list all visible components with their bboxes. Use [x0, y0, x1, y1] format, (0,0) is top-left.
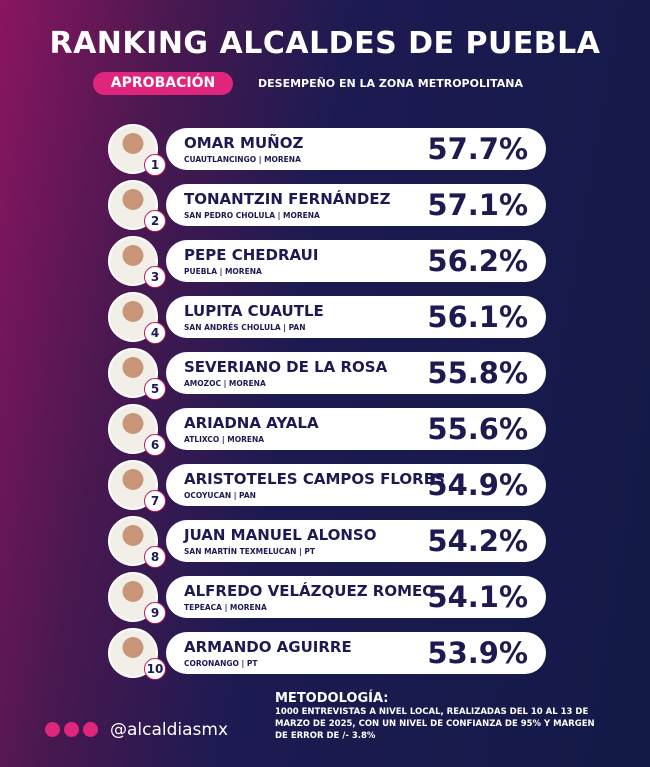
- name: JUAN MANUEL ALONSO: [184, 526, 377, 544]
- name: ALFREDO VELÁZQUEZ ROMEO: [184, 582, 436, 600]
- name: ARISTOTELES CAMPOS FLORES: [184, 470, 445, 488]
- ranking-row: TONANTZIN FERNÁNDEZ SAN PEDRO CHOLULA | M…: [108, 180, 548, 232]
- ranking-row: JUAN MANUEL ALONSO SAN MARTÍN TEXMELUCAN …: [108, 516, 548, 568]
- location-party: SAN MARTÍN TEXMELUCAN | PT: [184, 547, 315, 556]
- location-party: PUEBLA | MORENA: [184, 267, 262, 276]
- rank-badge: 5: [144, 378, 166, 400]
- location-party: OCOYUCAN | PAN: [184, 491, 256, 500]
- ranking-row: SEVERIANO DE LA ROSA AMOZOC | MORENA 55.8%…: [108, 348, 548, 400]
- ranking-row: ARISTOTELES CAMPOS FLORES OCOYUCAN | PAN 5…: [108, 460, 548, 512]
- card: ARISTOTELES CAMPOS FLORES OCOYUCAN | PAN 5…: [166, 464, 546, 506]
- card: PEPE CHEDRAUI PUEBLA | MORENA 56.2%: [166, 240, 546, 282]
- card: SEVERIANO DE LA ROSA AMOZOC | MORENA 55.8%: [166, 352, 546, 394]
- rank-badge: 4: [144, 322, 166, 344]
- approval: 54.2%: [427, 524, 528, 558]
- ranking-row: ALFREDO VELÁZQUEZ ROMEO TEPEACA | MORENA 5…: [108, 572, 548, 624]
- approval: 57.7%: [427, 132, 528, 166]
- rank-badge: 9: [144, 602, 166, 624]
- instagram-icon[interactable]: [64, 722, 79, 737]
- name: OMAR MUÑOZ: [184, 134, 304, 152]
- rank-badge: 6: [144, 434, 166, 456]
- location-party: TEPEACA | MORENA: [184, 603, 267, 612]
- name: ARMANDO AGUIRRE: [184, 638, 352, 656]
- card: ARIADNA AYALA ATLIXCO | MORENA 55.6%: [166, 408, 546, 450]
- name: SEVERIANO DE LA ROSA: [184, 358, 388, 376]
- methodology: 1000 ENTREVISTAS A NIVEL LOCAL, REALIZAD…: [275, 707, 595, 741]
- location-party: ATLIXCO | MORENA: [184, 435, 265, 444]
- location-party: AMOZOC | MORENA: [184, 379, 266, 388]
- rank-badge: 1: [144, 154, 166, 176]
- location-party: CORONANGO | PT: [184, 659, 258, 668]
- approval: 54.9%: [427, 468, 528, 502]
- name: TONANTZIN FERNÁNDEZ: [184, 190, 391, 208]
- rank-badge: 8: [144, 546, 166, 568]
- photo: [108, 628, 158, 678]
- ranking-row: LUPITA CUAUTLE SAN ANDRÉS CHOLULA | PAN 56…: [108, 292, 548, 344]
- approval: 54.1%: [427, 580, 528, 614]
- ranking-row: PEPE CHEDRAUI PUEBLA | MORENA 56.2% 3: [108, 236, 548, 288]
- x-icon[interactable]: [83, 722, 98, 737]
- card: OMAR MUÑOZ CUAUTLANCINGO | MORENA 57.7%: [166, 128, 546, 170]
- rank-badge: 10: [144, 658, 166, 680]
- social-icons: [45, 722, 102, 741]
- name: ARIADNA AYALA: [184, 414, 319, 432]
- approval: 55.6%: [427, 412, 528, 446]
- photo: [108, 348, 158, 398]
- card: LUPITA CUAUTLE SAN ANDRÉS CHOLULA | PAN 56…: [166, 296, 546, 338]
- badge: APROBACIÓN: [93, 72, 233, 95]
- rank-badge: 2: [144, 210, 166, 232]
- approval: 56.2%: [427, 244, 528, 278]
- photo: [108, 516, 158, 566]
- approval: 55.8%: [427, 356, 528, 390]
- approval: 53.9%: [427, 636, 528, 670]
- subtitle: DESEMPEÑO EN LA ZONA METROPOLITANA: [258, 77, 523, 90]
- location-party: SAN PEDRO CHOLULA | MORENA: [184, 211, 320, 220]
- handle[interactable]: @alcaldiasmx: [110, 720, 229, 740]
- approval: 56.1%: [427, 300, 528, 334]
- title: RANKING ALCALDES DE PUEBLA: [49, 26, 601, 61]
- card: ALFREDO VELÁZQUEZ ROMEO TEPEACA | MORENA 5…: [166, 576, 546, 618]
- location-party: CUAUTLANCINGO | MORENA: [184, 155, 301, 164]
- rank-badge: 7: [144, 490, 166, 512]
- card: JUAN MANUEL ALONSO SAN MARTÍN TEXMELUCAN …: [166, 520, 546, 562]
- name: LUPITA CUAUTLE: [184, 302, 324, 320]
- name: PEPE CHEDRAUI: [184, 246, 319, 264]
- card: TONANTZIN FERNÁNDEZ SAN PEDRO CHOLULA | M…: [166, 184, 546, 226]
- rank-badge: 3: [144, 266, 166, 288]
- methodology-title: METODOLOGÍA:: [275, 691, 389, 706]
- ranking-row: OMAR MUÑOZ CUAUTLANCINGO | MORENA 57.7% 1: [108, 124, 548, 176]
- ranking-row: ARIADNA AYALA ATLIXCO | MORENA 55.6% 6: [108, 404, 548, 456]
- facebook-icon[interactable]: [45, 722, 60, 737]
- ranking-row: ARMANDO AGUIRRE CORONANGO | PT 53.9% 10: [108, 628, 548, 680]
- location-party: SAN ANDRÉS CHOLULA | PAN: [184, 323, 306, 332]
- approval: 57.1%: [427, 188, 528, 222]
- card: ARMANDO AGUIRRE CORONANGO | PT 53.9%: [166, 632, 546, 674]
